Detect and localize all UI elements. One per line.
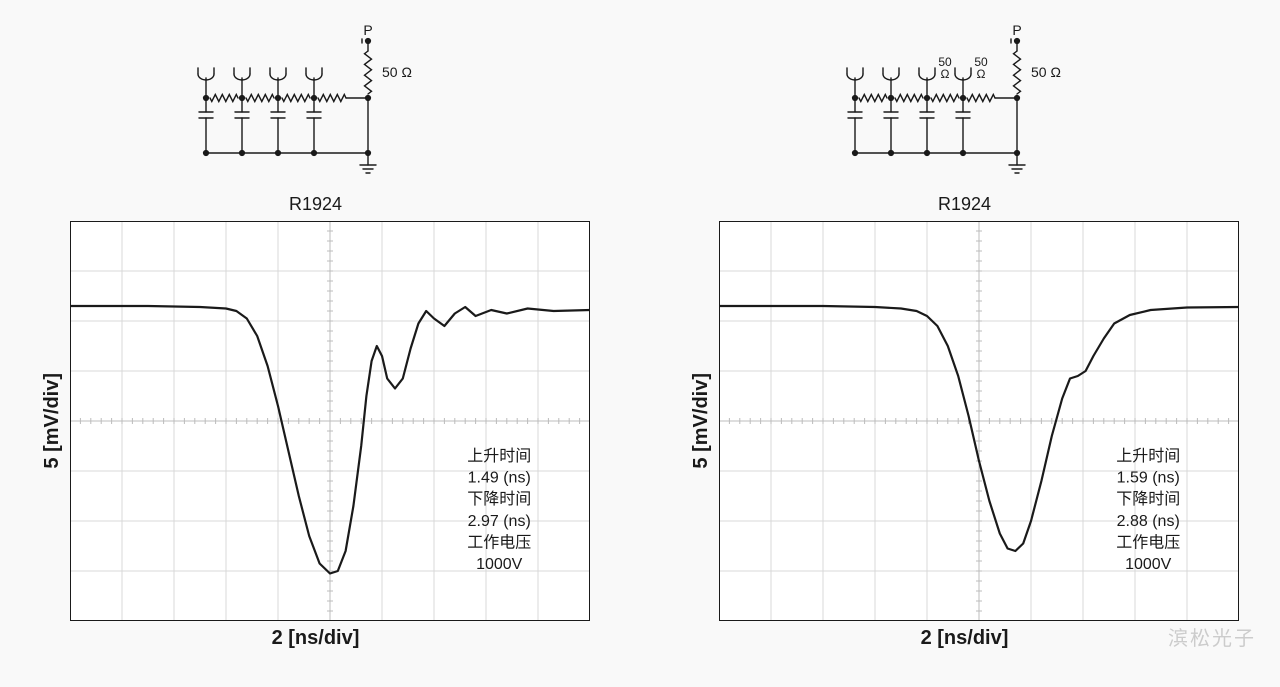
svg-text:工作电压: 工作电压 — [467, 533, 531, 551]
panel-right: P 50 Ω 50Ω 50Ω R1924 5 [mV/div] 上升时间 1.59 (n… — [690, 20, 1239, 650]
svg-text:50 Ω: 50 Ω — [382, 64, 412, 80]
svg-text:1000V: 1000V — [476, 556, 523, 573]
svg-text:下降时间: 下降时间 — [1116, 490, 1180, 508]
ylabel-left: 5 [mV/div] — [41, 373, 64, 469]
circuit-svg-right: P 50 Ω 50Ω 50Ω — [835, 23, 1095, 188]
ylabel-right: 5 [mV/div] — [690, 373, 713, 469]
panel-left: P 50 Ω R1924 5 [mV/div] 上升时间 1.49 (ns) 下降时间… — [41, 20, 590, 650]
svg-text:50Ω: 50Ω — [974, 55, 988, 81]
chart-svg-left: 上升时间 1.49 (ns) 下降时间 2.97 (ns) 工作电压 1000V — [70, 221, 590, 621]
circuit-left: P 50 Ω — [186, 20, 446, 190]
svg-text:P: P — [1012, 23, 1021, 38]
xlabel-left: 2 [ns/div] — [272, 627, 360, 650]
svg-text:P: P — [363, 23, 372, 38]
svg-text:2.97 (ns): 2.97 (ns) — [468, 513, 531, 530]
svg-text:50 Ω: 50 Ω — [1031, 64, 1061, 80]
circuit-svg-left: P 50 Ω — [186, 23, 446, 188]
svg-text:下降时间: 下降时间 — [467, 490, 531, 508]
svg-text:工作电压: 工作电压 — [1116, 533, 1180, 551]
svg-text:1.49 (ns): 1.49 (ns) — [468, 470, 531, 487]
svg-text:上升时间: 上升时间 — [467, 447, 531, 465]
xlabel-right: 2 [ns/div] — [921, 627, 1009, 650]
chart-svg-right: 上升时间 1.59 (ns) 下降时间 2.88 (ns) 工作电压 1000V — [719, 221, 1239, 621]
svg-text:1.59 (ns): 1.59 (ns) — [1117, 470, 1180, 487]
chart-title-left: R1924 — [289, 194, 342, 215]
svg-text:1000V: 1000V — [1125, 556, 1172, 573]
circuit-right: P 50 Ω 50Ω 50Ω — [835, 20, 1095, 190]
panels-row: P 50 Ω R1924 5 [mV/div] 上升时间 1.49 (ns) 下降时间… — [30, 20, 1250, 650]
svg-text:50Ω: 50Ω — [938, 55, 952, 81]
svg-text:2.88 (ns): 2.88 (ns) — [1117, 513, 1180, 530]
svg-text:上升时间: 上升时间 — [1116, 447, 1180, 465]
chart-wrap-right: 5 [mV/div] 上升时间 1.59 (ns) 下降时间 2.88 (ns) 工作电… — [690, 221, 1239, 621]
chart-wrap-left: 5 [mV/div] 上升时间 1.49 (ns) 下降时间 2.97 (ns) 工作电… — [41, 221, 590, 621]
chart-title-right: R1924 — [938, 194, 991, 215]
